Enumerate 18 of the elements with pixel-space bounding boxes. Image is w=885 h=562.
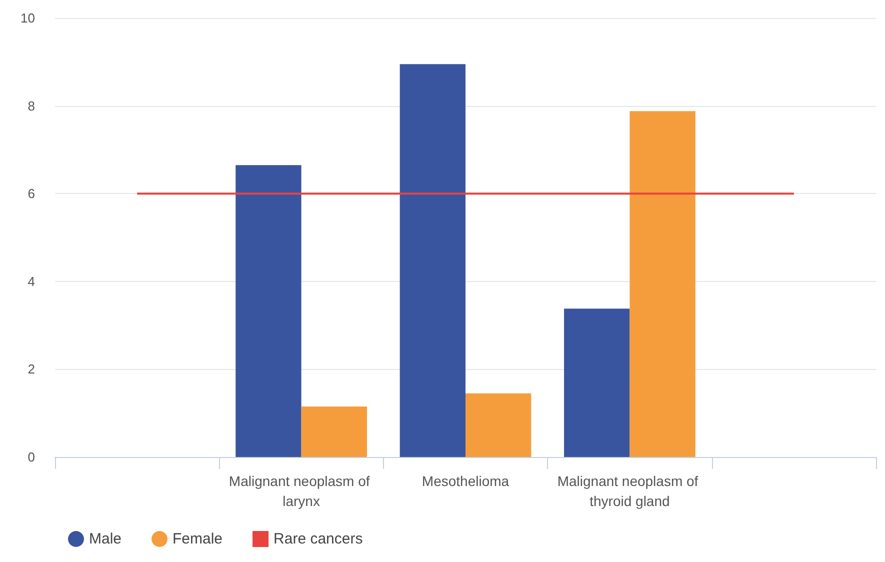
bar <box>400 64 466 457</box>
y-tick-label: 6 <box>28 186 35 202</box>
bar <box>301 406 367 457</box>
x-tick-label: Malignant neoplasm of larynx <box>228 473 374 509</box>
legend-label: Female <box>172 530 223 548</box>
legend-label: Male <box>89 530 122 548</box>
bar <box>466 393 532 457</box>
y-tick-label: 8 <box>28 98 35 114</box>
bar <box>630 111 696 457</box>
y-tick-label: 10 <box>20 10 35 26</box>
y-tick-label: 2 <box>28 362 35 377</box>
bar <box>564 308 630 457</box>
x-tick-label: Malignant neoplasm of thyroid gland <box>557 473 702 509</box>
legend-label: Rare cancers <box>274 530 363 548</box>
x-tick-label: Mesothelioma <box>422 473 510 489</box>
bar <box>236 165 302 457</box>
y-tick-label: 4 <box>28 274 35 289</box>
y-tick-label: 0 <box>28 450 35 464</box>
